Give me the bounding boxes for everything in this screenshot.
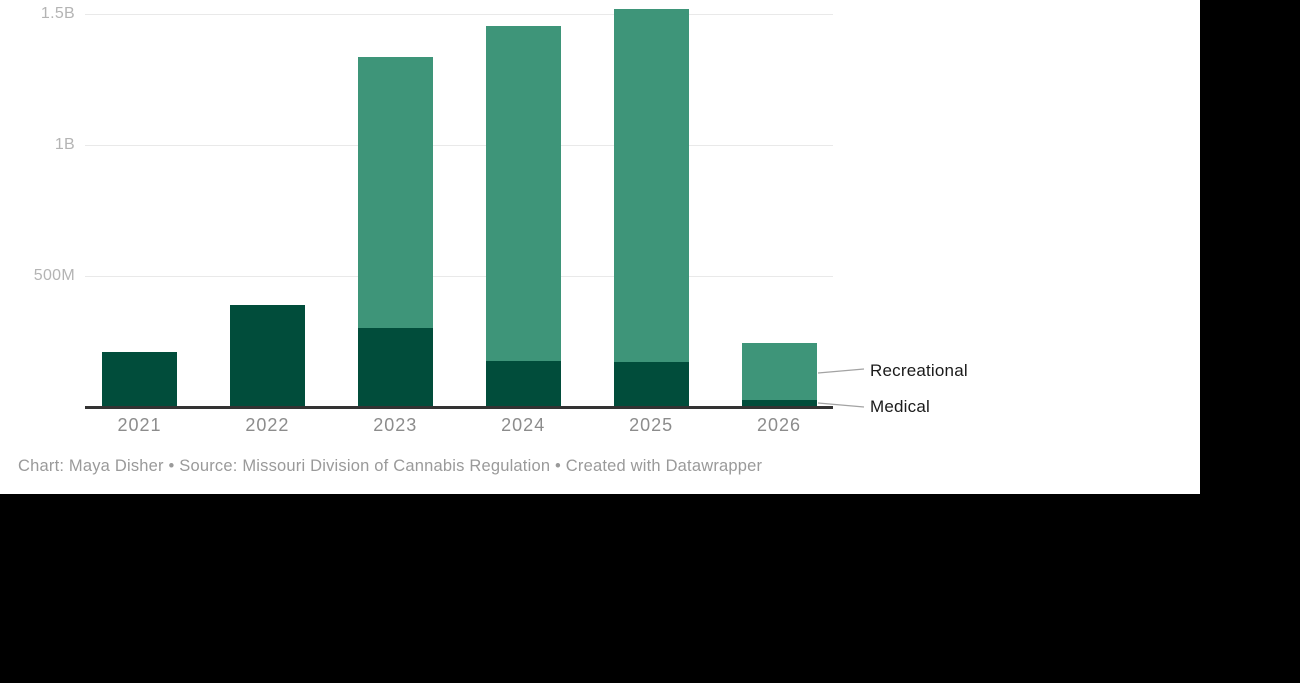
legend-item-recreational: Recreational: [870, 361, 968, 380]
bar-2026-medical: [741, 400, 817, 407]
bar-2023-medical: [357, 328, 433, 407]
gridline-500M: [85, 276, 833, 277]
bar-2023-recreational: [357, 57, 433, 329]
bar-2022-medical: [229, 304, 305, 407]
bar-2026-recreational: [741, 342, 817, 401]
bar-2021-medical: [102, 351, 177, 407]
x-axis-tick-label: 2021: [117, 415, 162, 435]
x-axis-tick-label: 2026: [756, 415, 802, 435]
x-axis-tick-label: 2023: [373, 415, 418, 435]
y-axis-tick-label: 500M: [33, 267, 75, 284]
y-axis-tick-label: 1B: [54, 136, 75, 153]
bar-2025-recreational: [613, 8, 689, 363]
gridline-1.5B: [85, 14, 833, 15]
legend-item-medical: Medical: [870, 397, 930, 416]
chart-panel: 500M 1B 1.5B 2021 2022 2023 2024 2025 2026 Recre…: [0, 0, 1200, 494]
bar-2024-medical: [485, 361, 561, 407]
gridline-1B: [85, 145, 833, 146]
bar-2025-medical: [613, 362, 689, 407]
x-axis-tick-label: 2025: [629, 415, 674, 435]
y-axis-tick-label: 1.5B: [40, 5, 75, 22]
x-axis-tick-label: 2022: [245, 415, 290, 435]
stacked-bar-chart: 500M 1B 1.5B 2021 2022 2023 2024 2025 2026: [33, 5, 833, 435]
x-axis-line: [85, 406, 833, 409]
bar-2024-recreational: [485, 25, 561, 362]
chart-caption: Chart: Maya Disher • Source: Missouri Di…: [18, 457, 763, 475]
legend-connector-lines: [817, 368, 865, 408]
x-axis-tick-label: 2024: [501, 415, 546, 435]
